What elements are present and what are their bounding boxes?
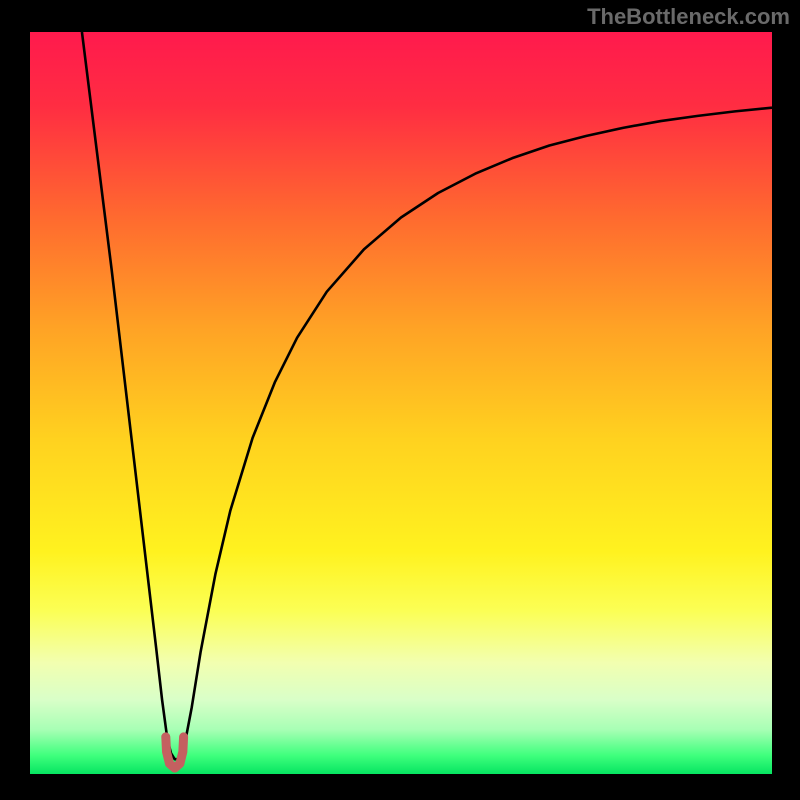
gradient-plot-area (30, 32, 772, 774)
source-attribution: TheBottleneck.com (587, 4, 790, 30)
chart-svg (0, 0, 800, 800)
chart-stage: TheBottleneck.com (0, 0, 800, 800)
